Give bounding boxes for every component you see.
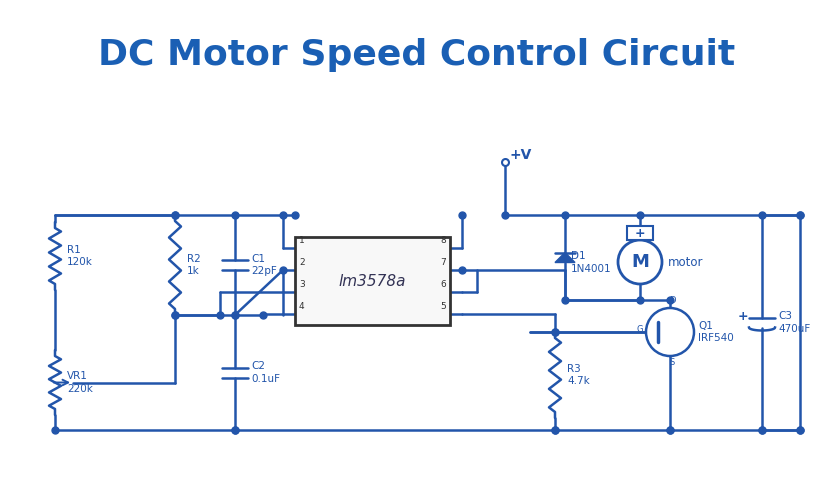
Text: 2: 2: [299, 258, 304, 267]
Text: G: G: [636, 326, 643, 335]
Text: DC Motor Speed Control Circuit: DC Motor Speed Control Circuit: [98, 38, 736, 72]
Text: 5: 5: [440, 302, 446, 311]
Polygon shape: [555, 252, 575, 262]
Text: +: +: [635, 227, 646, 239]
Text: 6: 6: [440, 280, 446, 289]
Text: D1
1N4001: D1 1N4001: [571, 251, 611, 274]
Text: C3
470uF: C3 470uF: [778, 311, 811, 334]
Text: R3
4.7k: R3 4.7k: [567, 364, 590, 386]
Text: lm3578a: lm3578a: [339, 273, 406, 289]
Text: motor: motor: [668, 256, 704, 269]
Text: S: S: [670, 358, 675, 367]
Text: 1: 1: [299, 236, 304, 245]
Bar: [295, 237, 450, 325]
Text: Q1
IRF540: Q1 IRF540: [698, 321, 734, 343]
Text: +V: +V: [510, 148, 532, 162]
Bar: [627, 226, 653, 240]
Text: 4: 4: [299, 302, 304, 311]
Text: 8: 8: [440, 236, 446, 245]
Text: VR1
220k: VR1 220k: [67, 371, 93, 394]
Text: +: +: [738, 310, 748, 323]
Text: C2
0.1uF: C2 0.1uF: [251, 361, 280, 384]
Text: 3: 3: [299, 280, 304, 289]
Text: R2
1k: R2 1k: [187, 254, 201, 276]
Text: R1
120k: R1 120k: [67, 245, 93, 267]
Circle shape: [618, 240, 662, 284]
Text: D: D: [669, 296, 676, 305]
Circle shape: [646, 308, 694, 356]
Text: M: M: [631, 253, 649, 271]
Text: C1
22pF: C1 22pF: [251, 254, 277, 276]
Text: 7: 7: [440, 258, 446, 267]
